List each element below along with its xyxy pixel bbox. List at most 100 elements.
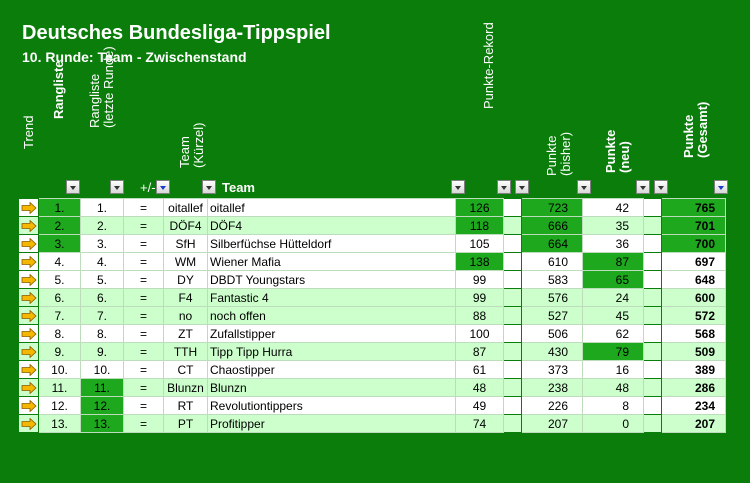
cell-team: Fantastic 4 bbox=[207, 288, 456, 307]
cell-rec: 99 bbox=[455, 270, 504, 289]
filter-rekord-2[interactable] bbox=[515, 180, 529, 194]
filter-team-abbr[interactable] bbox=[202, 180, 216, 194]
cell-rec: 48 bbox=[455, 378, 504, 397]
table-row: 13. 13. = PT Profitipper 74 207 0 207 bbox=[18, 414, 726, 433]
cell-ges: 600 bbox=[661, 288, 726, 307]
spacer-cell bbox=[503, 414, 522, 433]
filter-gesamt[interactable] bbox=[714, 180, 728, 194]
cell-team: Wiener Mafia bbox=[207, 252, 456, 271]
cell-neu: 35 bbox=[582, 216, 644, 235]
cell-ges: 509 bbox=[661, 342, 726, 361]
cell-abbr: SfH bbox=[163, 234, 208, 253]
cell-pm: = bbox=[123, 234, 164, 253]
trend-cell bbox=[18, 342, 39, 361]
filter-team[interactable] bbox=[451, 180, 465, 194]
spacer-cell bbox=[643, 234, 662, 253]
arrow-right-icon bbox=[21, 255, 37, 268]
trend-cell bbox=[18, 396, 39, 415]
cell-team: oitallef bbox=[207, 198, 456, 217]
trend-cell bbox=[18, 270, 39, 289]
cell-abbr: oitallef bbox=[163, 198, 208, 217]
cell-prev: 4. bbox=[80, 252, 124, 271]
spacer-cell bbox=[643, 306, 662, 325]
header-plusminus: +/- bbox=[140, 180, 156, 195]
cell-team: DÖF4 bbox=[207, 216, 456, 235]
cell-ges: 701 bbox=[661, 216, 726, 235]
cell-ges: 765 bbox=[661, 198, 726, 217]
spacer-cell bbox=[503, 288, 522, 307]
trend-cell bbox=[18, 288, 39, 307]
cell-rank: 13. bbox=[38, 414, 81, 433]
cell-abbr: Blunzn bbox=[163, 378, 208, 397]
spacer-cell bbox=[503, 324, 522, 343]
filter-rangliste[interactable] bbox=[66, 180, 80, 194]
cell-bis: 430 bbox=[521, 342, 583, 361]
cell-rank: 12. bbox=[38, 396, 81, 415]
arrow-right-icon bbox=[21, 309, 37, 322]
filter-neu-2[interactable] bbox=[654, 180, 668, 194]
arrow-right-icon bbox=[21, 273, 37, 286]
cell-abbr: PT bbox=[163, 414, 208, 433]
cell-rank: 2. bbox=[38, 216, 81, 235]
cell-pm: = bbox=[123, 252, 164, 271]
filter-rekord[interactable] bbox=[497, 180, 511, 194]
filter-plusminus[interactable] bbox=[156, 180, 170, 194]
cell-rank: 11. bbox=[38, 378, 81, 397]
table-row: 11. 11. = Blunzn Blunzn 48 238 48 286 bbox=[18, 378, 726, 397]
page-title: Deutsches Bundesliga-Tippspiel bbox=[22, 22, 331, 44]
cell-rec: 87 bbox=[455, 342, 504, 361]
table-row: 10. 10. = CT Chaostipper 61 373 16 389 bbox=[18, 360, 726, 379]
spacer-cell bbox=[503, 252, 522, 271]
cell-prev: 8. bbox=[80, 324, 124, 343]
spacer-cell bbox=[643, 414, 662, 433]
spacer-cell bbox=[643, 342, 662, 361]
cell-rank: 8. bbox=[38, 324, 81, 343]
cell-bis: 527 bbox=[521, 306, 583, 325]
trend-cell bbox=[18, 378, 39, 397]
cell-pm: = bbox=[123, 306, 164, 325]
cell-prev: 11. bbox=[80, 378, 124, 397]
filter-rangliste-prev[interactable] bbox=[110, 180, 124, 194]
spacer-cell bbox=[503, 234, 522, 253]
table-row: 3. 3. = SfH Silberfüchse Hütteldorf 105 664 36 7… bbox=[18, 234, 726, 253]
spacer-cell bbox=[643, 216, 662, 235]
cell-rec: 88 bbox=[455, 306, 504, 325]
cell-rec: 118 bbox=[455, 216, 504, 235]
spacer-cell bbox=[643, 324, 662, 343]
cell-pm: = bbox=[123, 342, 164, 361]
spacer-cell bbox=[503, 396, 522, 415]
cell-neu: 36 bbox=[582, 234, 644, 253]
spacer-cell bbox=[503, 378, 522, 397]
cell-bis: 373 bbox=[521, 360, 583, 379]
header-neu: Punkte (neu) bbox=[603, 129, 632, 173]
cell-rec: 61 bbox=[455, 360, 504, 379]
cell-rec: 74 bbox=[455, 414, 504, 433]
cell-prev: 2. bbox=[80, 216, 124, 235]
cell-prev: 10. bbox=[80, 360, 124, 379]
cell-neu: 0 bbox=[582, 414, 644, 433]
filter-neu[interactable] bbox=[636, 180, 650, 194]
cell-rank: 6. bbox=[38, 288, 81, 307]
cell-abbr: no bbox=[163, 306, 208, 325]
cell-neu: 79 bbox=[582, 342, 644, 361]
cell-neu: 8 bbox=[582, 396, 644, 415]
cell-abbr: CT bbox=[163, 360, 208, 379]
header-rangliste: Rangliste bbox=[51, 60, 66, 119]
cell-prev: 6. bbox=[80, 288, 124, 307]
cell-pm: = bbox=[123, 396, 164, 415]
table-row: 9. 9. = TTH Tipp Tipp Hurra 87 430 79 509 bbox=[18, 342, 726, 361]
cell-pm: = bbox=[123, 198, 164, 217]
cell-pm: = bbox=[123, 216, 164, 235]
cell-team: Zufallstipper bbox=[207, 324, 456, 343]
cell-prev: 1. bbox=[80, 198, 124, 217]
trend-cell bbox=[18, 234, 39, 253]
cell-team: Silberfüchse Hütteldorf bbox=[207, 234, 456, 253]
filter-bisher[interactable] bbox=[577, 180, 591, 194]
trend-cell bbox=[18, 324, 39, 343]
cell-pm: = bbox=[123, 270, 164, 289]
cell-bis: 576 bbox=[521, 288, 583, 307]
cell-ges: 234 bbox=[661, 396, 726, 415]
spacer-cell bbox=[503, 270, 522, 289]
cell-rank: 5. bbox=[38, 270, 81, 289]
arrow-right-icon bbox=[21, 399, 37, 412]
